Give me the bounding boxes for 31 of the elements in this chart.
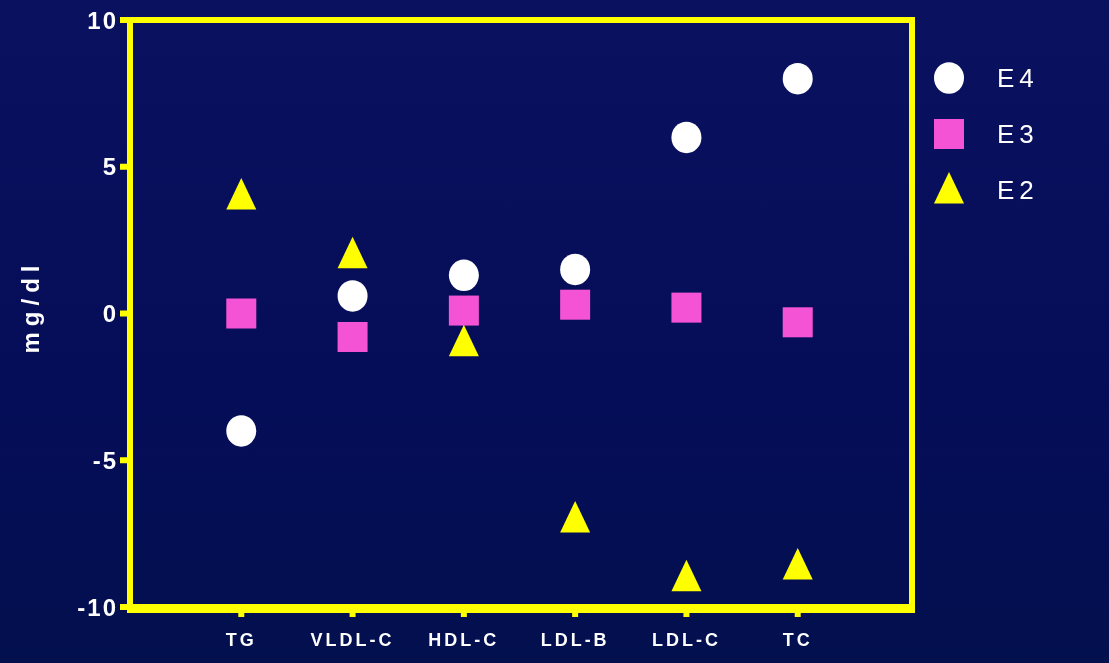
y-tick-label: -10 [77,593,118,621]
point [671,559,702,592]
point [337,280,368,312]
x-tick-label: TC [782,629,813,650]
y-axis-title: mg/dl [16,259,44,354]
point [448,324,479,357]
y-tick-label: -5 [92,446,118,474]
x-tick-label: TG [225,629,257,650]
point [226,298,257,329]
x-tick-label: HDL-C [428,629,500,650]
point [448,295,479,326]
legend-label: E3 [997,118,1039,150]
point [560,253,591,286]
y-tick-label: 10 [87,6,118,34]
point [671,292,702,323]
point [448,259,479,292]
point [782,547,813,580]
point [560,500,591,533]
point [226,415,257,447]
point [782,307,813,338]
y-tick-label: 5 [102,153,118,181]
legend-label: E2 [997,174,1039,206]
x-tick-label: LDL-B [540,629,610,650]
legend-label: E4 [997,62,1039,94]
point [671,121,702,154]
point [560,289,591,320]
point [782,62,813,95]
y-tick-label: 0 [102,300,118,328]
point [337,321,368,352]
x-tick-label: VLDL-C [310,629,395,650]
x-tick-label: LDL-C [651,629,721,650]
